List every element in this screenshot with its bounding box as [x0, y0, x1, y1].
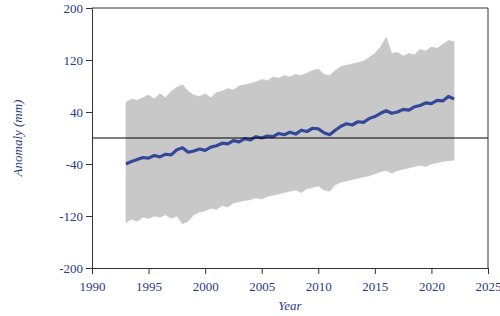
tick: 2025 [476, 268, 500, 294]
tick-label: 2010 [306, 279, 332, 294]
tick: 1995 [136, 268, 162, 294]
tick: -40 [66, 157, 92, 172]
tick-label: 2025 [476, 279, 500, 294]
tick-mark [262, 268, 263, 274]
chart: 1990 1995 2000 2005 2010 2015 2020 2025 -200 -120… [0, 0, 500, 316]
tick: 2020 [419, 268, 445, 294]
tick: 2000 [193, 268, 219, 294]
tick-mark [318, 268, 319, 274]
tick-mark [92, 268, 93, 274]
tick: 120 [64, 53, 93, 68]
tick: 2015 [362, 268, 388, 294]
tick: -200 [59, 261, 92, 276]
tick: 2005 [249, 268, 275, 294]
y-axis-title: Anomaly (mm) [10, 100, 25, 178]
tick-mark [86, 60, 92, 61]
plot: 1990 1995 2000 2005 2010 2015 2020 2025 -200 -120… [59, 1, 500, 294]
reference-line [92, 138, 488, 139]
tick-mark [86, 268, 92, 269]
mean-line [126, 96, 454, 164]
tick-mark [86, 8, 92, 9]
frame [488, 8, 489, 268]
axis-line [92, 9, 93, 269]
tick: 2010 [306, 268, 332, 294]
tick: 200 [64, 1, 93, 16]
tick-mark [86, 164, 92, 165]
tick-mark [205, 268, 206, 274]
tick-label: 1990 [80, 279, 106, 294]
tick: 40 [70, 105, 92, 120]
tick: 1990 [80, 268, 106, 294]
tick-mark [488, 268, 489, 274]
tick-mark [86, 216, 92, 217]
tick-label: -120 [59, 209, 83, 224]
tick: -120 [59, 209, 92, 224]
tick-label: -200 [59, 261, 83, 276]
tick-label: 2000 [193, 279, 219, 294]
tick-mark [86, 112, 92, 113]
tick-label: 1995 [136, 279, 162, 294]
tick-label: 40 [70, 105, 83, 120]
tick-label: -40 [66, 157, 83, 172]
data-layer [92, 37, 488, 224]
x-axis: 1990 1995 2000 2005 2010 2015 2020 2025 [80, 268, 500, 294]
range-band [126, 37, 454, 224]
tick-mark [149, 268, 150, 274]
tick-label: 2005 [249, 279, 275, 294]
frame [92, 8, 488, 9]
axis-line [93, 268, 489, 269]
tick-label: 200 [64, 1, 84, 16]
tick-mark [375, 268, 376, 274]
tick-label: 2015 [362, 279, 388, 294]
tick-label: 120 [64, 53, 84, 68]
tick-label: 2020 [419, 279, 445, 294]
y-axis: -200 -120 -40 40 120 200 [59, 1, 92, 276]
tick-mark [431, 268, 432, 274]
x-axis-title: Year [278, 298, 302, 313]
